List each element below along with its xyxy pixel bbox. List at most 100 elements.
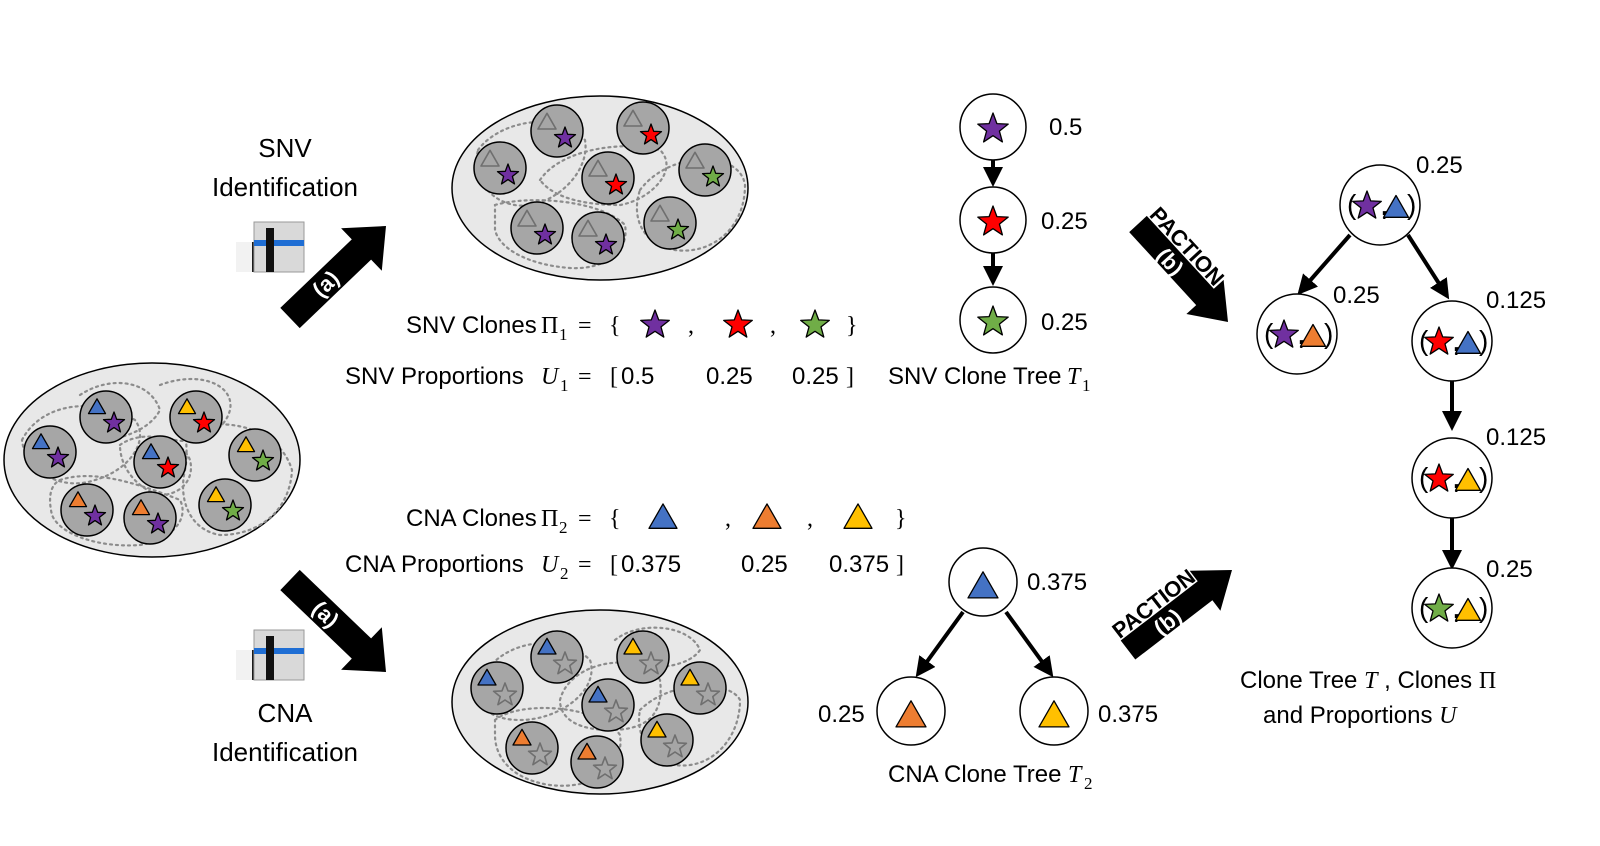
purple-star-icon <box>83 504 107 526</box>
yellow-triangle-icon <box>236 436 256 453</box>
purple-star-icon <box>146 512 170 534</box>
cna-tree-subscript: 2 <box>1084 774 1093 793</box>
cell <box>530 630 584 684</box>
cna-tree-value: 0.375 <box>1098 701 1158 728</box>
ghost-triangle-icon <box>480 149 500 167</box>
cna-proportions-subscript: 2 <box>560 564 569 583</box>
ghost-star-icon <box>662 734 688 758</box>
snv-tree-label: SNV Clone Tree <box>888 363 1061 390</box>
purple-star-icon <box>46 446 70 468</box>
snv-proportions-close-bracket: ] <box>846 364 854 390</box>
cell <box>60 483 114 537</box>
cna-proportion-value: 0.25 <box>741 551 788 578</box>
tree-node <box>1256 293 1338 375</box>
cell <box>581 151 635 205</box>
cell <box>79 390 133 444</box>
cell <box>570 735 624 789</box>
ghost-star-icon <box>552 651 578 675</box>
cell <box>640 713 694 767</box>
snv-tree-value: 0.5 <box>1049 114 1082 141</box>
snv-proportions-label: SNV Proportions <box>345 363 524 390</box>
tree-node <box>1411 300 1493 382</box>
cna-proportions-label: CNA Proportions <box>345 551 524 578</box>
snv-clones-subscript: 1 <box>559 325 568 344</box>
red-star-icon <box>604 173 628 195</box>
ghost-star-icon <box>592 756 618 780</box>
combined-caption-text: Clone Tree <box>1240 667 1357 694</box>
cell <box>470 661 524 715</box>
blue-triangle-icon <box>588 685 608 703</box>
ghost-star-icon <box>492 682 518 706</box>
green-star-icon <box>666 218 690 240</box>
snv-tree-value: 0.25 <box>1041 309 1088 336</box>
sequencer-icon-slot <box>266 636 274 680</box>
snv-proportion-value: 0.25 <box>792 363 839 390</box>
combined-tree-value: 0.125 <box>1486 424 1546 451</box>
snv-proportions-subscript: 1 <box>560 376 569 395</box>
cna-proportions-equals: = <box>578 552 592 578</box>
cna-clones-subscript: 2 <box>559 518 568 537</box>
ghost-triangle-icon <box>623 109 643 127</box>
comma: , <box>1453 464 1460 494</box>
cna-clones-close-brace: } <box>895 506 907 532</box>
sequencer-icon-stripe <box>254 240 304 246</box>
green-star-icon <box>800 309 830 338</box>
ghost-triangle-icon <box>685 151 705 169</box>
cell <box>581 678 635 732</box>
cell <box>643 196 697 250</box>
cna-proportion-value: 0.375 <box>829 551 889 578</box>
cna-proportions-symbol: U <box>541 552 560 578</box>
purple-star-icon <box>977 112 1009 143</box>
snv-clones-label: SNV Clones <box>406 312 537 339</box>
combined-caption-symbol: Π <box>1479 668 1496 694</box>
red-star-icon <box>723 309 753 338</box>
cna-proportions-close-bracket: ] <box>896 552 904 578</box>
snv-tree-value: 0.25 <box>1041 208 1088 235</box>
open-paren: ( <box>1347 189 1357 220</box>
blue-triangle-icon <box>477 668 497 686</box>
cna-identification-subtitle: Identification <box>212 737 358 767</box>
cna-proportions-open-bracket: [ <box>610 552 618 578</box>
ghost-triangle-icon <box>517 209 537 227</box>
blue-triangle-icon <box>967 571 999 599</box>
cell <box>473 141 527 195</box>
yellow-triangle-icon <box>1038 700 1070 728</box>
comma: , <box>1298 320 1305 350</box>
sequencer-icon-front <box>236 242 252 272</box>
purple-star-icon <box>553 126 577 148</box>
cell <box>616 630 670 684</box>
blue-triangle-icon <box>31 433 51 450</box>
cna-identification-arrow <box>280 569 386 672</box>
purple-star-icon <box>1269 319 1299 348</box>
open-paren: ( <box>1419 592 1429 623</box>
snv-identification-title: SNV <box>258 133 312 163</box>
snv-identification-subtitle: Identification <box>212 172 358 202</box>
open-paren: ( <box>1264 318 1274 349</box>
snv-identification-arrow <box>280 226 386 329</box>
combined-caption-text: and Proportions <box>1263 702 1432 729</box>
cell <box>673 661 727 715</box>
comma: , <box>1453 594 1460 624</box>
comma: , <box>1453 327 1460 357</box>
snv-clones-open-brace: { <box>609 313 621 339</box>
purple-star-icon <box>640 309 670 338</box>
close-paren: ) <box>1407 189 1416 220</box>
cna-proportion-value: 0.375 <box>621 551 681 578</box>
combined-caption-symbol: T <box>1364 668 1379 694</box>
clone-boundary <box>635 158 747 252</box>
paction-arrow-bottom <box>1120 570 1232 660</box>
close-paren: ) <box>1479 325 1488 356</box>
close-paren: ) <box>1324 318 1333 349</box>
ghost-triangle-icon <box>588 159 608 177</box>
ghost-star-icon <box>527 742 553 766</box>
yellow-triangle-icon <box>647 720 667 738</box>
clone-boundary <box>476 642 593 722</box>
orange-triangle-icon <box>131 499 151 516</box>
tree-edge <box>1004 610 1054 678</box>
red-star-icon <box>156 456 180 478</box>
ghost-triangle-icon <box>650 204 670 222</box>
purple-star-icon <box>1352 190 1382 219</box>
yellow-triangle-icon <box>680 668 700 686</box>
purple-star-icon <box>533 223 557 245</box>
close-paren: ) <box>1479 462 1488 493</box>
